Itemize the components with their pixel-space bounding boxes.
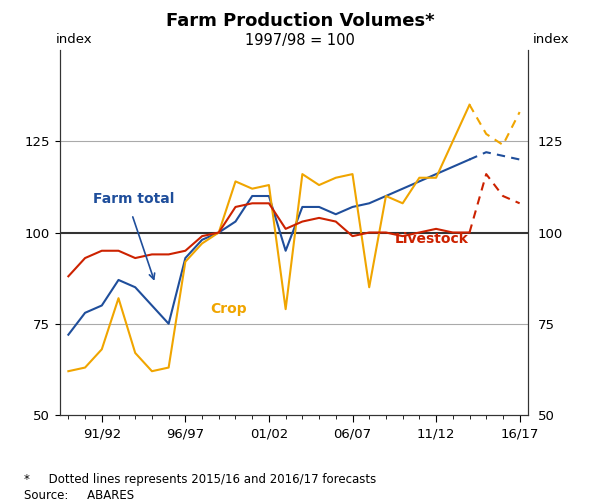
Text: Crop: Crop [211,302,247,316]
Text: Farm total: Farm total [94,192,175,206]
Text: Source:     ABARES: Source: ABARES [24,489,134,500]
Text: 1997/98 = 100: 1997/98 = 100 [245,32,355,48]
Text: Livestock: Livestock [394,232,468,246]
Text: index: index [55,34,92,46]
Text: *     Dotted lines represents 2015/16 and 2016/17 forecasts: * Dotted lines represents 2015/16 and 20… [24,472,376,486]
Text: index: index [533,34,569,46]
Text: Farm Production Volumes*: Farm Production Volumes* [166,12,434,30]
